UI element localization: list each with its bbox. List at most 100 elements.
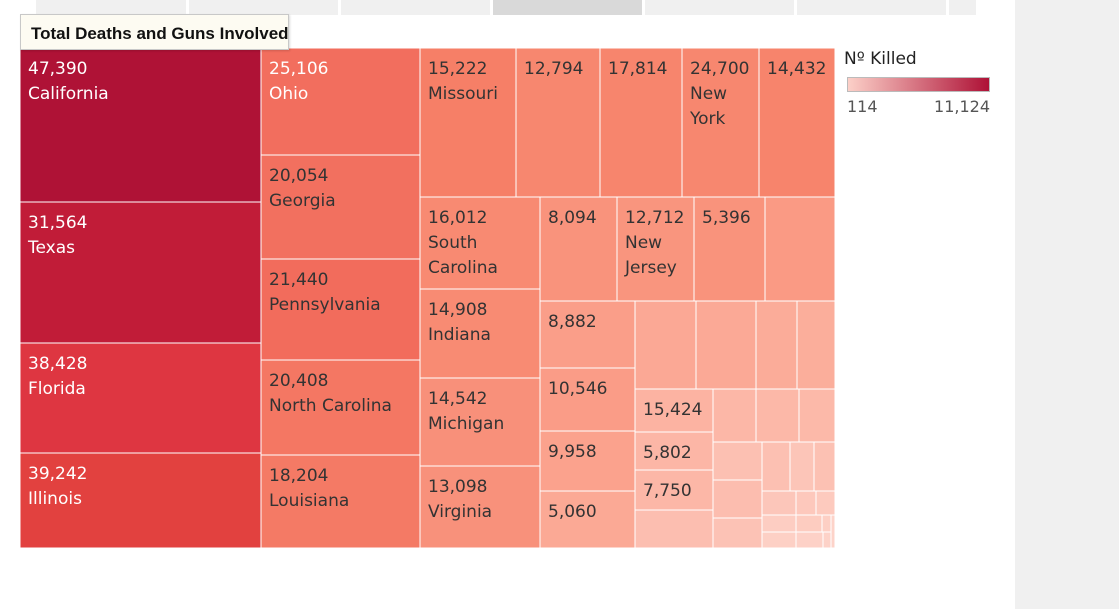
- treemap-rect-new-york[interactable]: [681, 47, 760, 198]
- treemap-rect-c-unl-6[interactable]: [712, 388, 757, 443]
- treemap-cell-c-unl-22[interactable]: [761, 531, 797, 549]
- treemap-cell-georgia[interactable]: 20,054 Georgia: [260, 154, 421, 260]
- treemap-cell-c-unl-10[interactable]: [712, 441, 763, 481]
- treemap-cell-c-unl-13[interactable]: [761, 441, 791, 492]
- tab-5[interactable]: [645, 0, 794, 15]
- treemap-rect-c-8882[interactable]: [539, 300, 636, 369]
- treemap-cell-new-york[interactable]: 24,700 New York: [681, 47, 760, 198]
- treemap-cell-c-9958[interactable]: 9,958: [539, 430, 636, 492]
- treemap-rect-california[interactable]: [19, 47, 262, 203]
- treemap-rect-florida[interactable]: [19, 342, 262, 454]
- treemap-rect-virginia[interactable]: [419, 465, 541, 549]
- treemap-rect-c-unl-14[interactable]: [789, 441, 815, 492]
- treemap-rect-new-jersey[interactable]: [616, 196, 695, 302]
- treemap-rect-illinois[interactable]: [19, 452, 262, 549]
- treemap-cell-c-unl-20[interactable]: [795, 514, 823, 533]
- treemap-rect-c-unl-2[interactable]: [634, 300, 697, 390]
- treemap-cell-michigan[interactable]: 14,542 Michigan: [419, 377, 541, 467]
- treemap-rect-c-17814[interactable]: [599, 47, 683, 198]
- treemap-rect-c-unl-9[interactable]: [634, 509, 714, 549]
- treemap-rect-c-unl-7[interactable]: [755, 388, 800, 443]
- treemap-cell-indiana[interactable]: 14,908 Indiana: [419, 288, 541, 379]
- treemap-rect-c-unl-4[interactable]: [755, 300, 798, 390]
- treemap-rect-c-unl-5[interactable]: [796, 300, 836, 390]
- treemap-cell-new-jersey[interactable]: 12,712 New Jersey: [616, 196, 695, 302]
- treemap-rect-c-unl-16[interactable]: [761, 490, 797, 516]
- treemap-cell-c-unl-17[interactable]: [795, 490, 817, 516]
- treemap-rect-c-5396[interactable]: [693, 196, 766, 302]
- treemap-rect-pennsylvania[interactable]: [260, 258, 421, 361]
- treemap-rect-c-unl-17[interactable]: [795, 490, 817, 516]
- treemap-rect-georgia[interactable]: [260, 154, 421, 260]
- treemap-cell-louisiana[interactable]: 18,204 Louisiana: [260, 454, 421, 549]
- treemap-cell-c-unl-23[interactable]: [795, 531, 824, 549]
- treemap-cell-c-unl-15[interactable]: [813, 441, 836, 492]
- tab-4-active[interactable]: [493, 0, 642, 15]
- treemap-cell-c-unl-1[interactable]: [764, 196, 836, 302]
- treemap-cell-c-15424[interactable]: 15,424: [634, 388, 714, 433]
- tab-2[interactable]: [189, 0, 338, 15]
- treemap-cell-c-unl-12[interactable]: [712, 517, 763, 549]
- treemap-cell-california[interactable]: 47,390 California: [19, 47, 262, 203]
- tab-6[interactable]: [797, 0, 946, 15]
- treemap-rect-ohio[interactable]: [260, 47, 421, 156]
- treemap-rect-c-10546[interactable]: [539, 367, 636, 432]
- treemap-rect-indiana[interactable]: [419, 288, 541, 379]
- treemap-rect-texas[interactable]: [19, 201, 262, 344]
- treemap-rect-c-5802[interactable]: [634, 431, 714, 471]
- treemap-cell-c-7750[interactable]: 7,750: [634, 469, 714, 511]
- treemap-rect-c-unl-15[interactable]: [813, 441, 836, 492]
- treemap-rect-michigan[interactable]: [419, 377, 541, 467]
- treemap-rect-c-unl-25[interactable]: [830, 514, 836, 549]
- treemap-cell-c-unl-6[interactable]: [712, 388, 757, 443]
- treemap-cell-c-unl-5[interactable]: [796, 300, 836, 390]
- treemap-cell-c-5060[interactable]: 5,060: [539, 490, 636, 549]
- treemap-cell-florida[interactable]: 38,428 Florida: [19, 342, 262, 454]
- treemap-cell-c-unl-7[interactable]: [755, 388, 800, 443]
- treemap-cell-c-unl-8[interactable]: [798, 388, 836, 443]
- treemap-cell-c-unl-3[interactable]: [695, 300, 757, 390]
- treemap-rect-missouri[interactable]: [419, 47, 517, 198]
- treemap-rect-south-carolina[interactable]: [419, 196, 541, 290]
- treemap-cell-c-5802[interactable]: 5,802: [634, 431, 714, 471]
- treemap-rect-c-9958[interactable]: [539, 430, 636, 492]
- treemap-cell-ohio[interactable]: 25,106 Ohio: [260, 47, 421, 156]
- treemap-cell-virginia[interactable]: 13,098 Virginia: [419, 465, 541, 549]
- treemap-cell-c-14432[interactable]: 14,432: [758, 47, 836, 198]
- treemap-cell-c-unl-4[interactable]: [755, 300, 798, 390]
- treemap-cell-c-unl-2[interactable]: [634, 300, 697, 390]
- treemap-rect-c-unl-20[interactable]: [795, 514, 823, 533]
- treemap-cell-missouri[interactable]: 15,222 Missouri: [419, 47, 517, 198]
- treemap-rect-c-unl-23[interactable]: [795, 531, 824, 549]
- treemap-rect-c-unl-10[interactable]: [712, 441, 763, 481]
- treemap-rect-c-unl-22[interactable]: [761, 531, 797, 549]
- tab-3[interactable]: [341, 0, 490, 15]
- treemap-rect-c-unl-12[interactable]: [712, 517, 763, 549]
- treemap-rect-c-unl-3[interactable]: [695, 300, 757, 390]
- treemap-cell-c-17814[interactable]: 17,814: [599, 47, 683, 198]
- treemap-cell-c-unl-16[interactable]: [761, 490, 797, 516]
- treemap-rect-c-unl-13[interactable]: [761, 441, 791, 492]
- treemap-rect-c-5060[interactable]: [539, 490, 636, 549]
- treemap-rect-c-unl-18[interactable]: [815, 490, 836, 516]
- treemap-cell-c-unl-14[interactable]: [789, 441, 815, 492]
- treemap-cell-texas[interactable]: 31,564 Texas: [19, 201, 262, 344]
- treemap-rect-north-carolina[interactable]: [260, 359, 421, 456]
- tab-1[interactable]: [36, 0, 186, 15]
- treemap-cell-c-10546[interactable]: 10,546: [539, 367, 636, 432]
- treemap-cell-c-unl-9[interactable]: [634, 509, 714, 549]
- treemap-cell-illinois[interactable]: 39,242 Illinois: [19, 452, 262, 549]
- treemap-rect-c-unl-8[interactable]: [798, 388, 836, 443]
- tab-7[interactable]: [949, 0, 976, 15]
- treemap-cell-c-8094[interactable]: 8,094: [539, 196, 618, 302]
- treemap-cell-pennsylvania[interactable]: 21,440 Pennsylvania: [260, 258, 421, 361]
- treemap-cell-c-unl-25[interactable]: [830, 514, 836, 549]
- treemap-rect-c-unl-1[interactable]: [764, 196, 836, 302]
- treemap-cell-c-8882[interactable]: 8,882: [539, 300, 636, 369]
- treemap-rect-c-14432[interactable]: [758, 47, 836, 198]
- treemap-cell-south-carolina[interactable]: 16,012 South Carolina: [419, 196, 541, 290]
- treemap-cell-north-carolina[interactable]: 20,408 North Carolina: [260, 359, 421, 456]
- treemap-cell-c-unl-18[interactable]: [815, 490, 836, 516]
- treemap-cell-c-unl-11[interactable]: [712, 479, 763, 519]
- treemap-rect-c-unl-19[interactable]: [761, 514, 797, 533]
